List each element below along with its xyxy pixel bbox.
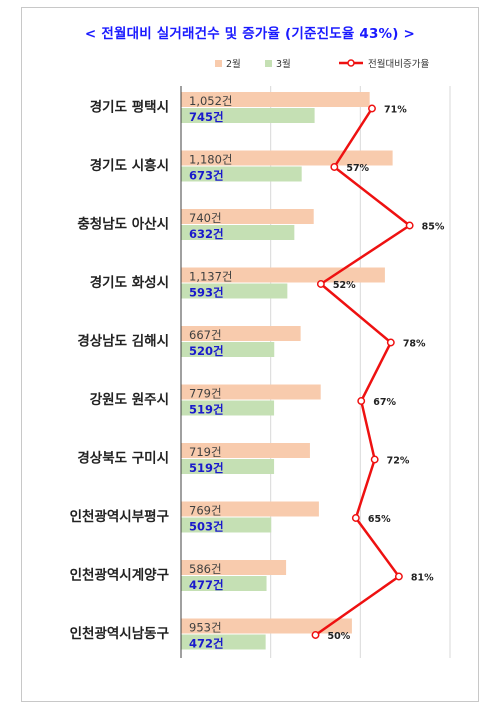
bar-mar-label: 673건 bbox=[189, 169, 224, 183]
bar-feb bbox=[181, 267, 385, 283]
rate-marker bbox=[330, 163, 339, 171]
legend-label-feb: 2월 bbox=[226, 58, 241, 70]
category-label: 인천광역시부평구 bbox=[70, 508, 169, 525]
bar-mar bbox=[181, 634, 266, 650]
bar-mar bbox=[181, 342, 275, 357]
bar-mar-label: 503건 bbox=[189, 520, 224, 534]
bar-mar-label: 472건 bbox=[189, 637, 224, 651]
bar-feb bbox=[181, 501, 319, 517]
bar-mar-label: 520건 bbox=[189, 344, 224, 358]
bar-feb bbox=[181, 326, 301, 341]
bar-mar-label: 477건 bbox=[189, 578, 224, 592]
category-label: 인천광역시계양구 bbox=[70, 567, 169, 584]
rate-marker bbox=[386, 338, 395, 347]
bar-feb bbox=[181, 384, 321, 400]
rate-marker bbox=[316, 280, 325, 288]
bar-mar bbox=[181, 108, 315, 123]
rate-label: 85% bbox=[422, 222, 445, 233]
bar-mar-label: 519건 bbox=[189, 403, 224, 417]
bar-feb bbox=[181, 618, 352, 634]
category-label: 경기도 평택시 bbox=[90, 99, 169, 116]
category-label: 경상북도 구미시 bbox=[77, 450, 169, 467]
bar-feb bbox=[181, 209, 314, 224]
bar-mar bbox=[181, 225, 295, 240]
category-label: 경기도 화성시 bbox=[90, 274, 169, 291]
category-label: 경상남도 김해시 bbox=[77, 333, 169, 350]
rate-label: 67% bbox=[373, 397, 396, 408]
bar-feb bbox=[181, 92, 370, 107]
rate-marker bbox=[405, 221, 414, 230]
bar-feb-label: 779건 bbox=[189, 387, 222, 401]
bar-feb-label: 719건 bbox=[189, 445, 222, 459]
rate-label: 65% bbox=[368, 514, 391, 525]
rate-marker bbox=[394, 572, 403, 581]
rate-label: 52% bbox=[333, 280, 356, 291]
chart-title: < 전월대비 실거래건수 및 증가율 (기준진도율 43%) > bbox=[84, 26, 416, 42]
rate-label: 57% bbox=[346, 163, 369, 174]
bar-mar bbox=[181, 517, 272, 533]
legend-marker-rate bbox=[347, 59, 355, 67]
bar-feb-label: 1,137건 bbox=[189, 270, 233, 284]
bar-feb-label: 1,180건 bbox=[189, 153, 233, 167]
category-label: 경기도 시흥시 bbox=[90, 157, 169, 174]
rate-label: 72% bbox=[387, 456, 410, 467]
rate-label: 71% bbox=[384, 105, 407, 116]
legend-label-mar: 3월 bbox=[276, 58, 291, 70]
bar-mar-label: 519건 bbox=[189, 461, 224, 475]
bar-feb bbox=[181, 443, 310, 458]
rate-marker bbox=[351, 514, 360, 522]
legend-swatch-mar bbox=[265, 60, 272, 67]
category-label: 인천광역시남동구 bbox=[70, 625, 169, 642]
bar-mar bbox=[181, 576, 267, 591]
legend-label-rate: 전월대비증가율 bbox=[368, 58, 429, 70]
bar-mar bbox=[181, 459, 275, 474]
bar-feb-label: 953건 bbox=[189, 621, 222, 635]
rate-label: 78% bbox=[403, 339, 426, 350]
rate-label: 81% bbox=[411, 573, 434, 584]
category-label: 강원도 원주시 bbox=[90, 391, 169, 408]
bar-feb-label: 1,052건 bbox=[189, 94, 233, 108]
bar-mar bbox=[181, 283, 288, 299]
bar-feb bbox=[181, 560, 287, 575]
rate-marker bbox=[368, 104, 376, 113]
bar-mar bbox=[181, 400, 275, 416]
bar-feb-label: 740건 bbox=[189, 211, 222, 225]
legend-swatch-feb bbox=[215, 60, 222, 67]
bar-feb-label: 769건 bbox=[189, 504, 222, 518]
rate-marker bbox=[357, 397, 366, 405]
category-label: 충청남도 아산시 bbox=[77, 216, 169, 233]
bar-feb-label: 586건 bbox=[189, 562, 222, 576]
bar-mar-label: 593건 bbox=[189, 286, 224, 300]
bar-mar-label: 745건 bbox=[189, 110, 224, 124]
rate-marker bbox=[311, 631, 320, 639]
rate-label: 50% bbox=[328, 631, 351, 642]
rate-line bbox=[314, 107, 411, 637]
bar-feb bbox=[181, 150, 393, 166]
rate-marker bbox=[370, 455, 379, 464]
bar-mar-label: 632건 bbox=[189, 227, 224, 241]
bar-mar bbox=[181, 166, 302, 182]
bar-feb-label: 667건 bbox=[189, 328, 222, 342]
